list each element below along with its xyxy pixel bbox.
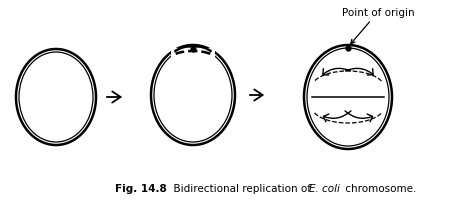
Text: chromosome.: chromosome. (341, 183, 415, 193)
Text: Point of origin: Point of origin (341, 8, 414, 45)
Ellipse shape (303, 46, 391, 149)
Ellipse shape (16, 50, 96, 145)
Text: Bidirectional replication of: Bidirectional replication of (167, 183, 313, 193)
Text: Fig. 14.8: Fig. 14.8 (115, 183, 167, 193)
Ellipse shape (151, 46, 235, 145)
FancyBboxPatch shape (171, 49, 214, 70)
Text: E. coli: E. coli (308, 183, 339, 193)
